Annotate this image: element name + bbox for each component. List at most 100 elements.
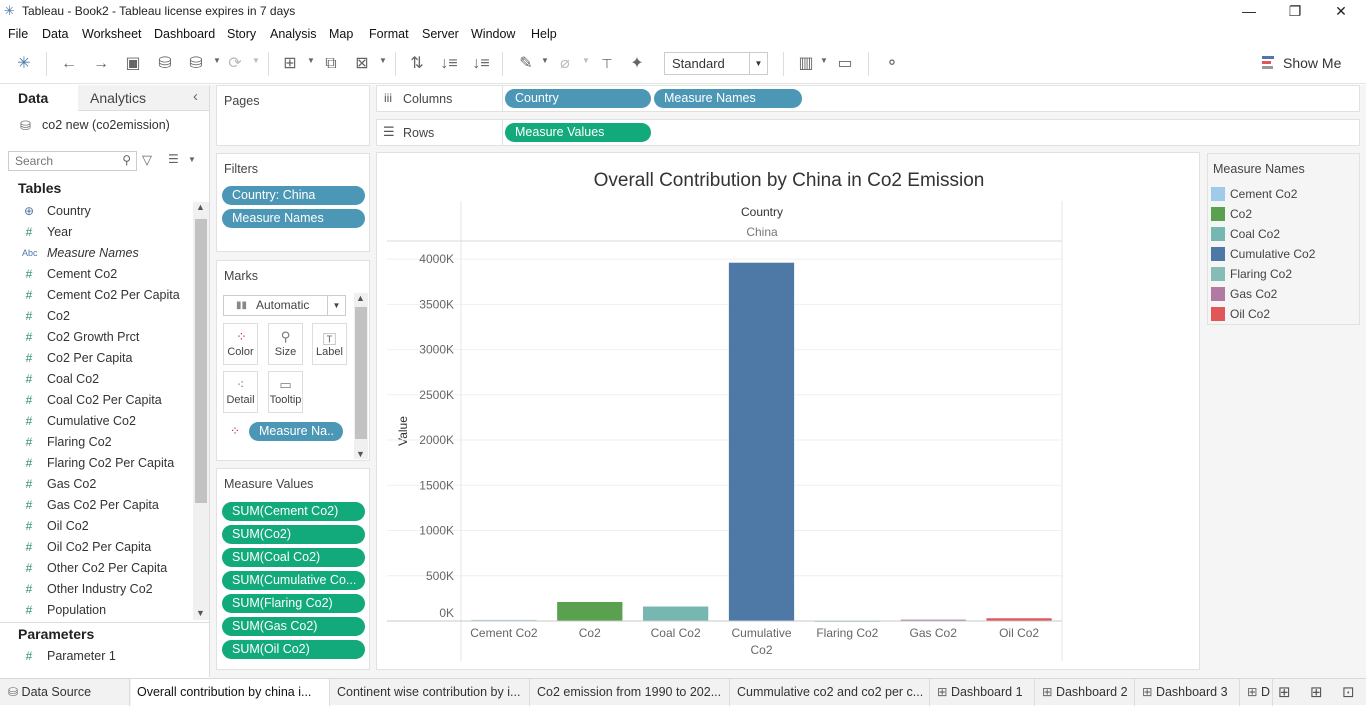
columns-shelf[interactable]: iii Columns Country Measure Names <box>376 85 1360 112</box>
tab-sheet[interactable]: Continent wise contribution by i... <box>331 679 530 706</box>
datasource-name[interactable]: co2 new (co2emission) <box>42 118 170 132</box>
show-cards-icon[interactable]: ▥ <box>798 55 814 72</box>
highlight-icon[interactable]: ✎ <box>519 55 533 72</box>
show-mark-labels-icon[interactable]: ⊤ <box>601 56 613 71</box>
menu-story[interactable]: Story <box>227 27 257 41</box>
columns-pill-country[interactable]: Country <box>505 89 651 108</box>
restore-button[interactable]: ❐ <box>1288 3 1302 19</box>
menu-map[interactable]: Map <box>329 27 354 41</box>
tab-dashboard[interactable]: ⊞ Dashboard 3 <box>1136 679 1240 706</box>
filter-pill-country[interactable]: Country: China <box>222 186 365 205</box>
chevron-down-icon[interactable]: ▼ <box>213 56 221 65</box>
field-item[interactable]: # Gas Co2 <box>0 474 192 495</box>
scrollbar-thumb[interactable] <box>195 219 207 503</box>
scroll-down-icon[interactable]: ▼ <box>356 449 365 459</box>
menu-dashboard[interactable]: Dashboard <box>154 27 216 41</box>
scrollbar-thumb[interactable] <box>355 307 367 439</box>
field-list-scrollbar[interactable]: ▲ ▼ <box>193 202 209 620</box>
marks-tooltip-button[interactable]: ▭ Tooltip <box>268 371 303 413</box>
field-item[interactable]: # Gas Co2 Per Capita <box>0 495 192 516</box>
menu-help[interactable]: Help <box>531 27 557 41</box>
new-datasource-icon[interactable]: ⛁ <box>158 55 172 72</box>
bar-cement-co2[interactable] <box>471 619 537 621</box>
color-legend[interactable]: Measure Names Cement Co2 Co2 Coal Co2 Cumul… <box>1207 153 1360 325</box>
tab-dashboard[interactable]: ⊞ Dashboard 2 <box>1036 679 1135 706</box>
tab-sheet[interactable]: Cummulative co2 and co2 per c... <box>731 679 930 706</box>
pages-card[interactable]: Pages <box>216 85 370 146</box>
scroll-up-icon[interactable]: ▲ <box>196 202 205 212</box>
bar-coal-co2[interactable] <box>643 606 709 621</box>
menu-worksheet[interactable]: Worksheet <box>82 27 142 41</box>
marks-label-button[interactable]: 🅃 Label <box>312 323 347 365</box>
field-item[interactable]: # Other Co2 Per Capita <box>0 558 192 579</box>
measure-values-card[interactable]: Measure Values SUM(Cement Co2) SUM(Co2) … <box>216 468 370 670</box>
measure-value-pill[interactable]: SUM(Cement Co2) <box>222 502 365 521</box>
field-item[interactable]: # Cement Co2 Per Capita <box>0 285 192 306</box>
chevron-down-icon[interactable]: ▼ <box>582 56 590 65</box>
menu-analysis[interactable]: Analysis <box>270 27 317 41</box>
filters-card[interactable]: Filters Country: China Measure Names <box>216 153 370 252</box>
bar-chart[interactable]: Overall Contribution by China in Co2 Emi… <box>377 153 1199 669</box>
measure-value-pill[interactable]: SUM(Oil Co2) <box>222 640 365 659</box>
menu-format[interactable]: Format <box>369 27 409 41</box>
search-input[interactable] <box>9 152 119 170</box>
tab-analytics[interactable]: Analytics <box>78 85 209 111</box>
chevron-down-icon[interactable]: ▼ <box>188 155 196 164</box>
new-worksheet-icon[interactable]: ⊞ <box>283 55 297 72</box>
chevron-down-icon[interactable]: ▼ <box>252 56 260 65</box>
rows-pill-measure-values[interactable]: Measure Values <box>505 123 651 142</box>
refresh-icon[interactable]: ⟳ <box>228 55 242 72</box>
new-dashboard-icon[interactable]: ⊞ <box>1310 684 1323 701</box>
field-item[interactable]: # Oil Co2 Per Capita <box>0 537 192 558</box>
tab-data[interactable]: Data <box>0 85 78 111</box>
mark-type-dropdown[interactable]: ▮▮ Automatic ▼ <box>223 295 346 316</box>
tableau-home-icon[interactable]: ✳ <box>17 55 31 72</box>
close-button[interactable]: ✕ <box>1335 3 1347 19</box>
columns-pill-measure-names[interactable]: Measure Names <box>654 89 802 108</box>
marks-size-button[interactable]: ⚲ Size <box>268 323 303 365</box>
field-item[interactable]: # Co2 Growth Prct <box>0 327 192 348</box>
chevron-down-icon[interactable]: ▼ <box>307 56 315 65</box>
field-item[interactable]: # Year <box>0 222 192 243</box>
filter-pill-measure-names[interactable]: Measure Names <box>222 209 365 228</box>
new-story-icon[interactable]: ⊡ <box>1342 684 1355 701</box>
chart-view[interactable]: Overall Contribution by China in Co2 Emi… <box>376 152 1200 670</box>
field-item[interactable]: Abc Measure Names <box>0 243 192 264</box>
chevron-down-icon[interactable]: ▼ <box>379 56 387 65</box>
swap-rows-columns-icon[interactable]: ⇅ <box>410 55 424 72</box>
view-list-icon[interactable]: ☰ <box>168 152 179 166</box>
measure-value-pill[interactable]: SUM(Gas Co2) <box>222 617 365 636</box>
measure-value-pill[interactable]: SUM(Coal Co2) <box>222 548 365 567</box>
field-item[interactable]: # Co2 <box>0 306 192 327</box>
collapse-pane-icon[interactable]: ‹ <box>193 88 198 105</box>
marks-detail-button[interactable]: ⁖ Detail <box>223 371 258 413</box>
field-item[interactable]: # Flaring Co2 Per Capita <box>0 453 192 474</box>
bar-cumulative-co2[interactable] <box>728 262 795 621</box>
rows-shelf[interactable]: ☰ Rows Measure Values <box>376 119 1360 146</box>
bar-gas-co2[interactable] <box>900 619 966 621</box>
sort-ascending-icon[interactable]: ↓≡ <box>440 55 458 72</box>
menu-data[interactable]: Data <box>42 27 69 41</box>
show-me-icon[interactable] <box>1262 56 1274 70</box>
measure-value-pill[interactable]: SUM(Flaring Co2) <box>222 594 365 613</box>
marks-card[interactable]: Marks ▮▮ Automatic ▼ ⁘ Color ⚲ Size 🅃 Label… <box>216 260 370 461</box>
pause-updates-icon[interactable]: ⛁ <box>189 55 203 72</box>
redo-icon[interactable]: → <box>93 55 109 72</box>
bars[interactable] <box>471 262 1052 622</box>
chevron-down-icon[interactable]: ▼ <box>541 56 549 65</box>
menu-file[interactable]: File <box>8 27 29 41</box>
field-item[interactable]: # Coal Co2 Per Capita <box>0 390 192 411</box>
chevron-down-icon[interactable]: ▼ <box>820 56 828 65</box>
share-icon[interactable]: ⚬ <box>885 55 899 72</box>
scroll-up-icon[interactable]: ▲ <box>356 293 365 303</box>
undo-icon[interactable]: ← <box>61 55 77 72</box>
group-members-icon[interactable]: ⌀ <box>560 55 570 72</box>
new-worksheet-icon[interactable]: ⊞ <box>1278 684 1291 701</box>
field-item[interactable]: # Population <box>0 600 192 621</box>
fix-axes-icon[interactable]: ✦ <box>630 55 644 72</box>
sort-descending-icon[interactable]: ↓≡ <box>472 55 490 72</box>
field-item[interactable]: # Other Industry Co2 <box>0 579 192 600</box>
show-me-button[interactable]: Show Me <box>1283 55 1342 71</box>
bar-oil-co2[interactable] <box>986 618 1052 621</box>
field-item[interactable]: # Cumulative Co2 <box>0 411 192 432</box>
